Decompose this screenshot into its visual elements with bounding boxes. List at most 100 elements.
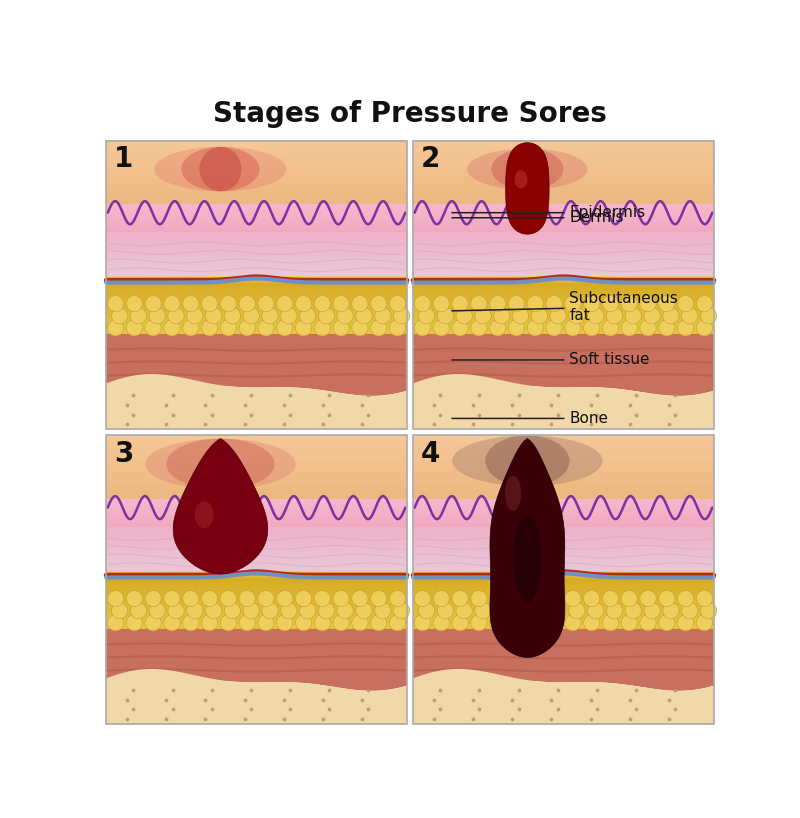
Circle shape bbox=[682, 603, 698, 618]
Circle shape bbox=[565, 615, 581, 631]
Polygon shape bbox=[506, 142, 549, 234]
Circle shape bbox=[390, 615, 406, 631]
Circle shape bbox=[145, 295, 162, 312]
Circle shape bbox=[239, 615, 255, 631]
Circle shape bbox=[318, 308, 334, 324]
Circle shape bbox=[182, 295, 199, 312]
Circle shape bbox=[220, 591, 237, 607]
Circle shape bbox=[621, 615, 638, 631]
Circle shape bbox=[182, 320, 199, 336]
Circle shape bbox=[621, 295, 638, 312]
Text: Soft tissue: Soft tissue bbox=[452, 353, 650, 367]
Circle shape bbox=[696, 295, 713, 312]
Polygon shape bbox=[413, 374, 714, 429]
Circle shape bbox=[333, 615, 350, 631]
Circle shape bbox=[168, 308, 184, 324]
Circle shape bbox=[220, 615, 237, 631]
Polygon shape bbox=[413, 334, 714, 396]
Circle shape bbox=[583, 295, 600, 312]
Ellipse shape bbox=[166, 438, 274, 489]
Circle shape bbox=[438, 308, 454, 324]
Circle shape bbox=[621, 591, 638, 607]
Circle shape bbox=[202, 320, 218, 336]
Circle shape bbox=[356, 603, 372, 618]
Circle shape bbox=[678, 320, 694, 336]
Circle shape bbox=[126, 591, 142, 607]
Circle shape bbox=[145, 320, 162, 336]
Circle shape bbox=[696, 591, 713, 607]
Circle shape bbox=[700, 603, 717, 618]
Circle shape bbox=[621, 320, 638, 336]
Circle shape bbox=[370, 320, 387, 336]
Text: Subcutaneous
fat: Subcutaneous fat bbox=[452, 291, 678, 323]
Circle shape bbox=[512, 308, 529, 324]
Circle shape bbox=[602, 591, 618, 607]
Circle shape bbox=[678, 591, 694, 607]
Circle shape bbox=[258, 615, 274, 631]
Circle shape bbox=[390, 295, 406, 312]
Circle shape bbox=[390, 591, 406, 607]
Polygon shape bbox=[413, 669, 714, 724]
Circle shape bbox=[370, 591, 387, 607]
Circle shape bbox=[258, 320, 274, 336]
Circle shape bbox=[107, 615, 124, 631]
Circle shape bbox=[243, 603, 259, 618]
Circle shape bbox=[565, 591, 581, 607]
Circle shape bbox=[587, 308, 604, 324]
Circle shape bbox=[374, 308, 391, 324]
Circle shape bbox=[602, 320, 618, 336]
Circle shape bbox=[239, 320, 255, 336]
Circle shape bbox=[182, 615, 199, 631]
Text: 4: 4 bbox=[421, 440, 440, 468]
Circle shape bbox=[220, 295, 237, 312]
Circle shape bbox=[452, 320, 468, 336]
Circle shape bbox=[602, 295, 618, 312]
Circle shape bbox=[277, 591, 293, 607]
Circle shape bbox=[546, 295, 562, 312]
Polygon shape bbox=[106, 374, 407, 429]
Circle shape bbox=[640, 591, 656, 607]
Circle shape bbox=[414, 615, 430, 631]
Circle shape bbox=[333, 591, 350, 607]
Circle shape bbox=[295, 320, 312, 336]
Circle shape bbox=[258, 295, 274, 312]
Circle shape bbox=[168, 603, 184, 618]
Circle shape bbox=[508, 615, 525, 631]
Ellipse shape bbox=[194, 501, 214, 528]
Circle shape bbox=[602, 615, 618, 631]
Circle shape bbox=[527, 615, 543, 631]
Circle shape bbox=[470, 320, 487, 336]
Circle shape bbox=[370, 615, 387, 631]
Circle shape bbox=[644, 308, 660, 324]
Circle shape bbox=[490, 295, 506, 312]
Circle shape bbox=[587, 603, 604, 618]
Circle shape bbox=[452, 591, 468, 607]
Circle shape bbox=[352, 591, 368, 607]
Circle shape bbox=[569, 603, 585, 618]
Circle shape bbox=[318, 603, 334, 618]
Circle shape bbox=[546, 591, 562, 607]
Circle shape bbox=[277, 615, 293, 631]
Circle shape bbox=[640, 320, 656, 336]
Circle shape bbox=[527, 295, 543, 312]
Circle shape bbox=[433, 320, 450, 336]
Polygon shape bbox=[106, 334, 407, 396]
Circle shape bbox=[337, 308, 354, 324]
Circle shape bbox=[202, 591, 218, 607]
Ellipse shape bbox=[182, 147, 259, 191]
Circle shape bbox=[418, 603, 434, 618]
Circle shape bbox=[470, 591, 487, 607]
Circle shape bbox=[606, 308, 622, 324]
Circle shape bbox=[220, 320, 237, 336]
Circle shape bbox=[418, 308, 434, 324]
Circle shape bbox=[475, 308, 491, 324]
Circle shape bbox=[527, 320, 543, 336]
Polygon shape bbox=[413, 629, 714, 691]
Ellipse shape bbox=[467, 148, 587, 190]
Circle shape bbox=[107, 295, 124, 312]
Ellipse shape bbox=[452, 435, 602, 486]
Circle shape bbox=[433, 591, 450, 607]
Text: 1: 1 bbox=[114, 145, 133, 173]
Circle shape bbox=[295, 591, 312, 607]
Polygon shape bbox=[490, 438, 565, 658]
